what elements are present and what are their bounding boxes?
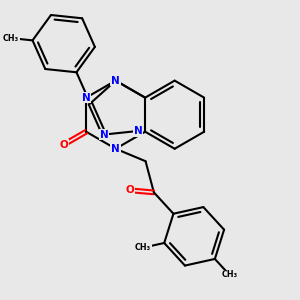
Text: N: N — [111, 144, 120, 154]
Text: N: N — [100, 130, 109, 140]
Text: CH₃: CH₃ — [221, 270, 238, 279]
Text: CH₃: CH₃ — [135, 243, 151, 252]
Text: N: N — [82, 93, 91, 103]
Text: O: O — [59, 140, 68, 150]
Text: CH₃: CH₃ — [3, 34, 19, 43]
Text: N: N — [134, 126, 142, 136]
Text: N: N — [111, 76, 120, 85]
Text: O: O — [125, 185, 134, 195]
